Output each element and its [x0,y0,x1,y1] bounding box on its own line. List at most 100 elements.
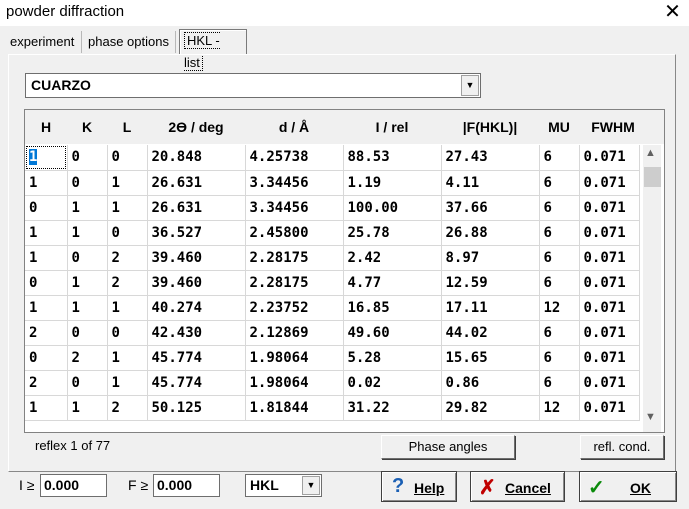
table-cell[interactable]: 49.60 [343,320,442,346]
table-cell[interactable]: 1 [107,170,148,196]
table-cell[interactable]: 12 [539,395,580,421]
table-cell[interactable]: 12.59 [441,270,540,296]
table-cell[interactable]: 8.97 [441,245,540,271]
table-cell[interactable]: 0 [107,145,148,171]
table-row[interactable]: 1 1 1 40.274 2.23752 16.85 17.11 12 0.071 [25,295,640,321]
table-cell[interactable]: 1.81844 [245,395,344,421]
column-header-fhkl[interactable]: |F(HKL)| [462,119,518,135]
table-cell[interactable]: 4.11 [441,170,540,196]
table-cell[interactable]: 1 [25,170,68,196]
column-header-fwhm[interactable]: FWHM [591,119,635,135]
column-header-k[interactable]: K [81,119,93,135]
refl-cond-button[interactable]: refl. cond. [580,435,664,459]
table-cell[interactable]: 0.071 [579,170,640,196]
table-cell[interactable]: 1 [25,145,68,171]
table-cell[interactable]: 6 [539,320,580,346]
table-cell[interactable]: 0.071 [579,395,640,421]
chevron-down-icon[interactable]: ▼ [461,75,479,96]
table-cell[interactable]: 26.631 [147,170,246,196]
table-cell[interactable]: 44.02 [441,320,540,346]
table-cell[interactable]: 4.25738 [245,145,344,171]
table-cell[interactable]: 0 [67,320,108,346]
table-cell[interactable]: 0 [67,170,108,196]
table-cell[interactable]: 15.65 [441,345,540,371]
table-cell[interactable]: 39.460 [147,245,246,271]
column-header-intensity[interactable]: I / rel [375,119,409,135]
table-cell[interactable]: 27.43 [441,145,540,171]
table-cell[interactable]: 0.02 [343,370,442,396]
table-cell[interactable]: 1 [25,395,68,421]
tab-phase-options[interactable]: phase options [84,31,176,53]
table-cell[interactable]: 1.98064 [245,370,344,396]
table-cell[interactable]: 2.12869 [245,320,344,346]
table-row[interactable]: 1 0 1 26.631 3.34456 1.19 4.11 6 0.071 [25,170,640,196]
table-cell[interactable]: 6 [539,145,580,171]
column-header-mu[interactable]: MU [548,119,570,135]
table-cell[interactable]: 6 [539,170,580,196]
phase-angles-button[interactable]: Phase angles [381,435,515,459]
table-cell[interactable]: 1 [67,270,108,296]
table-cell[interactable]: 1 [107,345,148,371]
table-cell[interactable]: 1.98064 [245,345,344,371]
f-min-field[interactable]: 0.000 [153,474,220,497]
table-cell[interactable]: 17.11 [441,295,540,321]
table-cell[interactable]: 29.82 [441,395,540,421]
table-cell[interactable]: 0.071 [579,345,640,371]
table-row[interactable]: 1 1 2 50.125 1.81844 31.22 29.82 12 0.071 [25,395,640,421]
table-cell[interactable]: 45.774 [147,370,246,396]
phase-select[interactable]: CUARZO ▼ [25,73,481,98]
chevron-down-icon[interactable]: ▼ [645,411,656,423]
table-cell[interactable]: 42.430 [147,320,246,346]
close-icon[interactable]: ✕ [664,1,681,23]
hkl-mode-select[interactable]: HKL ▼ [245,474,322,497]
table-row[interactable]: 2 0 1 45.774 1.98064 0.02 0.86 6 0.071 [25,370,640,396]
chevron-down-icon[interactable]: ▼ [302,476,320,495]
table-cell[interactable]: 25.78 [343,220,442,246]
table-cell[interactable]: 1 [67,195,108,221]
table-cell[interactable]: 31.22 [343,395,442,421]
table-row[interactable]: 1 0 0 20.848 4.25738 88.53 27.43 6 0.071 [25,145,640,171]
table-cell[interactable]: 36.527 [147,220,246,246]
table-cell[interactable]: 1 [107,195,148,221]
table-cell[interactable]: 6 [539,345,580,371]
table-cell[interactable]: 88.53 [343,145,442,171]
table-cell[interactable]: 0 [67,370,108,396]
table-cell[interactable]: 0 [107,320,148,346]
column-header-h[interactable]: H [40,119,52,135]
table-cell[interactable]: 2.42 [343,245,442,271]
table-cell[interactable]: 2.28175 [245,245,344,271]
tab-experiment[interactable]: experiment [6,31,82,53]
table-cell[interactable]: 3.34456 [245,195,344,221]
table-cell[interactable]: 1 [107,370,148,396]
table-cell[interactable]: 2 [25,370,68,396]
table-cell[interactable]: 1 [67,220,108,246]
table-cell[interactable]: 2.28175 [245,270,344,296]
table-cell[interactable]: 3.34456 [245,170,344,196]
table-cell[interactable]: 1.19 [343,170,442,196]
table-cell[interactable]: 2 [107,270,148,296]
table-cell[interactable]: 1 [107,295,148,321]
table-cell[interactable]: 0.071 [579,220,640,246]
table-cell[interactable]: 100.00 [343,195,442,221]
table-cell[interactable]: 6 [539,370,580,396]
help-button[interactable]: ? Help [381,471,457,502]
column-header-d[interactable]: d / Å [278,119,310,135]
tab-hkl-list[interactable]: HKL - list [179,29,247,71]
table-cell[interactable]: 0.071 [579,245,640,271]
table-cell[interactable]: 40.274 [147,295,246,321]
table-cell[interactable]: 2.23752 [245,295,344,321]
table-cell[interactable]: 6 [539,220,580,246]
table-cell[interactable]: 0.071 [579,370,640,396]
table-cell[interactable]: 6 [539,270,580,296]
table-cell[interactable]: 39.460 [147,270,246,296]
table-row[interactable]: 1 0 2 39.460 2.28175 2.42 8.97 6 0.071 [25,245,640,271]
table-cell[interactable]: 0.071 [579,320,640,346]
table-cell[interactable]: 2.45800 [245,220,344,246]
table-cell[interactable]: 0 [25,195,68,221]
table-cell[interactable]: 16.85 [343,295,442,321]
table-cell[interactable]: 0 [67,145,108,171]
table-cell[interactable]: 1 [25,295,68,321]
table-row[interactable]: 0 2 1 45.774 1.98064 5.28 15.65 6 0.071 [25,345,640,371]
ok-button[interactable]: ✓ OK [579,471,677,502]
scroll-thumb[interactable] [644,167,661,187]
